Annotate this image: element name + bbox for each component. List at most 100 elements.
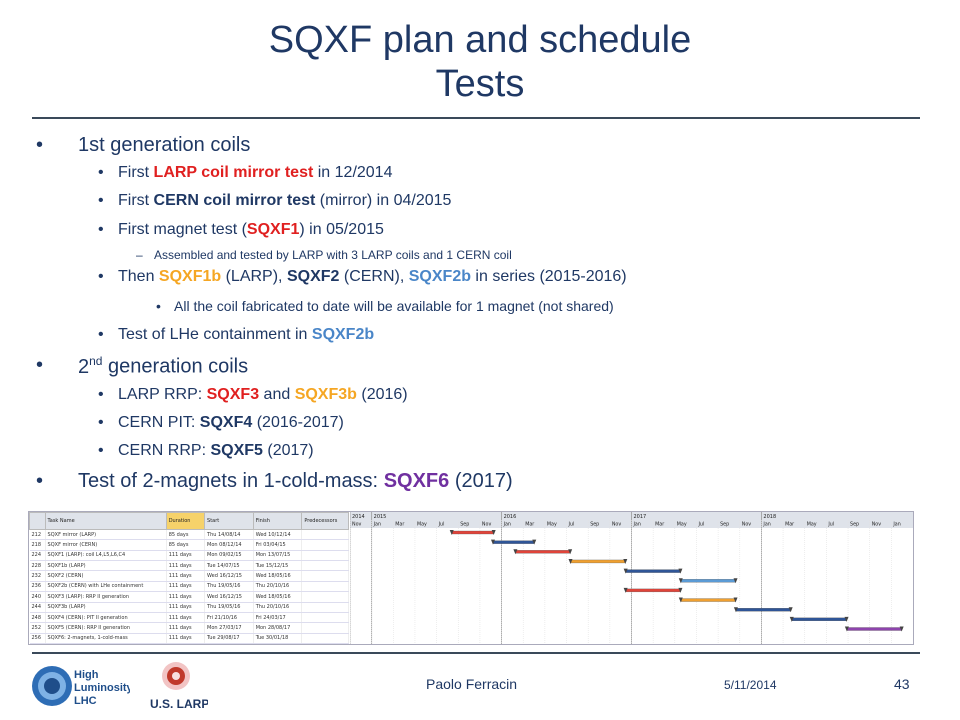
row-predecessors — [301, 612, 349, 624]
us-larp-logo: U.S. LARP — [148, 658, 209, 714]
row-duration: 111 days — [166, 622, 206, 634]
table-row[interactable]: 228 SQXF1b (LARP) 111 days Tue 14/07/15 Tue … — [29, 560, 349, 572]
bullet-series: • Then SQXF1b (LARP), SQXF2 (CERN), SQXF… — [98, 268, 627, 285]
svg-text:High: High — [74, 669, 99, 681]
month-label: Jan — [503, 522, 511, 528]
sub-bullet-coil-fabricated: • All the coil fabricated to date will b… — [156, 298, 614, 314]
row-id: 228 — [29, 560, 46, 572]
col-task-name[interactable]: Task Name — [44, 512, 167, 530]
col-start[interactable]: Start — [204, 512, 254, 530]
month-label: Jan — [892, 522, 900, 528]
row-duration: 111 days — [166, 612, 206, 624]
row-finish: Fri 03/04/15 — [253, 539, 303, 551]
row-task-name: SQXF3b (LARP) — [45, 602, 167, 613]
gantt-bar[interactable] — [623, 568, 683, 574]
month-label: Nov — [872, 522, 882, 528]
gantt-bar[interactable] — [568, 558, 628, 564]
footer-date: 5/11/2014 — [724, 678, 777, 692]
row-duration: 111 days — [166, 570, 206, 582]
month-label: May — [547, 522, 557, 528]
row-duration: 111 days — [166, 550, 206, 562]
row-id: 232 — [29, 570, 46, 582]
col-predecessors[interactable]: Predecessors — [301, 512, 349, 530]
gantt-bar[interactable] — [733, 607, 793, 613]
row-predecessors — [301, 622, 349, 634]
row-id: 224 — [29, 550, 46, 562]
row-id: 236 — [29, 581, 46, 593]
year-label: 2014 — [352, 514, 365, 520]
gantt-chart: Task Name Duration Start Finish Predeces… — [28, 511, 914, 645]
us-larp-logo-graphic: U.S. LARP — [150, 662, 209, 711]
table-row[interactable]: 218 SQXF mirror (CERN) 85 days Mon 08/12/14… — [29, 539, 349, 551]
row-duration: 111 days — [166, 560, 206, 572]
row-task-name: SQXF1b (LARP) — [45, 560, 167, 572]
svg-text:U.S. LARP: U.S. LARP — [150, 697, 208, 711]
gantt-bar[interactable] — [513, 549, 573, 555]
title-divider — [32, 117, 920, 119]
year-label: 2018 — [763, 514, 776, 520]
row-finish: Tue 30/01/18 — [253, 633, 303, 644]
table-row[interactable]: 212 SQXF mirror (LARP) 85 days Thu 14/08/14… — [29, 529, 349, 541]
row-start: Mon 09/02/15 — [204, 550, 254, 562]
table-row[interactable]: 256 SQXF6: 2-magnets, 1-cold-mass 111 days… — [29, 633, 349, 644]
bullet-cern-pit: • CERN PIT: SQXF4 (2016-2017) — [98, 414, 344, 431]
month-label: Sep — [590, 522, 599, 528]
row-predecessors — [301, 602, 349, 613]
bullet-larp-rrp: • LARP RRP: SQXF3 and SQXF3b (2016) — [98, 386, 408, 403]
gantt-task-table: Task Name Duration Start Finish Predeces… — [29, 512, 349, 644]
row-id: 252 — [29, 622, 46, 634]
gantt-header-row: Task Name Duration Start Finish Predeces… — [29, 512, 349, 530]
row-duration: 111 days — [166, 602, 206, 613]
row-start: Thu 19/05/16 — [204, 602, 254, 613]
gantt-bar[interactable] — [490, 539, 537, 545]
table-row[interactable]: 232 SQXF2 (CERN) 111 days Wed 16/12/15 Wed 1… — [29, 570, 349, 582]
month-label: Nov — [352, 522, 362, 528]
row-predecessors — [301, 570, 349, 582]
month-label: Jan — [762, 522, 770, 528]
row-finish: Mon 13/07/15 — [253, 550, 303, 562]
year-label: 2017 — [634, 514, 647, 520]
row-duration: 111 days — [166, 581, 206, 593]
gantt-bar[interactable] — [678, 578, 738, 584]
row-predecessors — [301, 581, 349, 593]
bullet-2-magnets: • Test of 2-magnets in 1-cold-mass: SQXF… — [36, 470, 513, 492]
col-duration[interactable]: Duration — [165, 512, 206, 530]
svg-text:LHC: LHC — [74, 695, 97, 707]
row-task-name: SQXF mirror (LARP) — [45, 529, 167, 541]
row-duration: 85 days — [166, 539, 206, 551]
svg-text:Luminosity: Luminosity — [74, 682, 130, 694]
row-finish: Fri 24/03/17 — [253, 612, 303, 624]
month-label: Jul — [568, 522, 575, 528]
gantt-bar[interactable] — [844, 626, 904, 632]
row-id: 212 — [29, 529, 46, 541]
table-row[interactable]: 224 SQXF1 (LARP): coil L4,L5,L6,C4 111 day… — [29, 550, 349, 562]
table-row[interactable]: 252 SQXF5 (CERN): RRP II generation 111 da… — [29, 622, 349, 634]
month-label: Jul — [438, 522, 445, 528]
gantt-bar[interactable] — [449, 530, 496, 535]
row-start: Thu 19/05/16 — [204, 581, 254, 593]
row-start: Tue 14/07/15 — [204, 560, 254, 572]
row-id: 240 — [29, 591, 46, 603]
bullet-lhe-test: • Test of LHe containment in SQXF2b — [98, 326, 375, 343]
table-row[interactable]: 240 SQXF3 (LARP): RRP II generation 111 da… — [29, 591, 349, 603]
bullet-first-magnet: • First magnet test (SQXF1) in 05/2015 — [98, 221, 384, 238]
table-row[interactable]: 248 SQXF4 (CERN): PIT II generation 111 da… — [29, 612, 349, 624]
hl-lhc-logo: High Luminosity LHC — [30, 662, 134, 710]
row-finish: Wed 18/05/16 — [253, 570, 303, 582]
row-finish: Tue 15/12/15 — [253, 560, 303, 572]
month-label: Sep — [850, 522, 859, 528]
row-task-name: SQXF2 (CERN) — [45, 570, 167, 582]
bullet-cern-rrp: • CERN RRP: SQXF5 (2017) — [98, 442, 314, 459]
row-id: 218 — [29, 539, 46, 551]
gantt-bar[interactable] — [623, 587, 683, 593]
table-row[interactable]: 236 SQXF2b (CERN) with LHe containment 111… — [29, 581, 349, 593]
col-finish[interactable]: Finish — [252, 512, 303, 530]
footer-page-number: 43 — [894, 676, 910, 692]
table-row[interactable]: 244 SQXF3b (LARP) 111 days Thu 19/05/16 Thu … — [29, 602, 349, 613]
gantt-bar[interactable] — [789, 616, 849, 622]
bullet-cern-mirror: • First CERN coil mirror test (mirror) i… — [98, 192, 452, 209]
gantt-bar[interactable] — [678, 597, 738, 603]
month-label: May — [677, 522, 687, 528]
month-label: May — [417, 522, 427, 528]
row-task-name: SQXF5 (CERN): RRP II generation — [45, 622, 167, 634]
